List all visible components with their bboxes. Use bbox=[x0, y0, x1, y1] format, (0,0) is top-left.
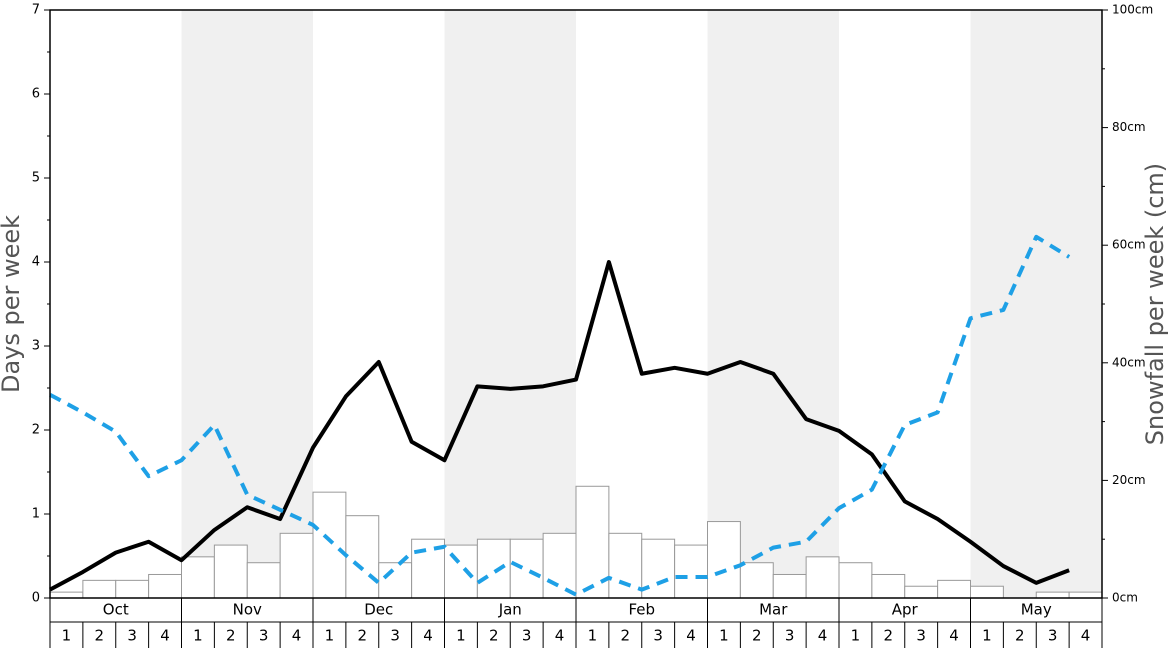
month-shade bbox=[181, 10, 313, 598]
x-tick-label: 2 bbox=[752, 627, 762, 645]
y2-tick-label: 0cm bbox=[1112, 591, 1138, 605]
x-tick-label: 3 bbox=[1048, 627, 1058, 645]
month-shade bbox=[444, 10, 576, 598]
month-label: Feb bbox=[628, 601, 655, 619]
x-tick-label: 1 bbox=[719, 627, 729, 645]
x-tick-label: 4 bbox=[818, 627, 828, 645]
x-tick-label: 4 bbox=[555, 627, 565, 645]
bar bbox=[904, 585, 939, 599]
bar bbox=[148, 573, 182, 599]
x-tick-label: 4 bbox=[949, 627, 959, 645]
bar bbox=[509, 538, 544, 599]
x-tick-label: 1 bbox=[62, 627, 72, 645]
bar bbox=[608, 532, 643, 599]
x-tick-label: 3 bbox=[653, 627, 663, 645]
y-tick-label: 3 bbox=[32, 339, 40, 354]
month-label: Apr bbox=[892, 601, 919, 619]
bar bbox=[82, 579, 117, 599]
x-tick-label: 2 bbox=[358, 627, 368, 645]
month-label: Dec bbox=[364, 601, 393, 619]
y2-tick-label: 80cm bbox=[1112, 120, 1146, 134]
x-tick-label: 3 bbox=[259, 627, 269, 645]
y2-tick-label: 100cm bbox=[1112, 3, 1153, 17]
bar bbox=[444, 544, 478, 599]
x-tick-label: 1 bbox=[982, 627, 992, 645]
month-label: Oct bbox=[103, 601, 129, 619]
bar bbox=[739, 562, 774, 599]
y-tick-label: 2 bbox=[32, 423, 40, 438]
x-tick-label: 2 bbox=[489, 627, 499, 645]
bar bbox=[279, 532, 314, 599]
x-tick-label: 3 bbox=[785, 627, 795, 645]
x-tick-label: 3 bbox=[916, 627, 926, 645]
y-axis-title: Days per week bbox=[0, 215, 25, 393]
x-tick-label: 2 bbox=[621, 627, 631, 645]
bar bbox=[970, 585, 1004, 599]
month-label: Jan bbox=[498, 601, 522, 619]
bar bbox=[838, 562, 873, 599]
bar bbox=[246, 562, 281, 599]
line bbox=[49, 260, 1070, 592]
month-shade bbox=[970, 10, 1102, 598]
bar bbox=[937, 579, 971, 599]
x-tick-label: 3 bbox=[127, 627, 137, 645]
x-tick-label: 2 bbox=[884, 627, 894, 645]
x-tick-label: 1 bbox=[851, 627, 861, 645]
y-tick-label: 4 bbox=[32, 255, 40, 270]
y2-tick-label: 60cm bbox=[1112, 238, 1146, 252]
x-tick-label: 2 bbox=[226, 627, 236, 645]
x-tick-label: 4 bbox=[160, 627, 170, 645]
x-tick-label: 4 bbox=[1081, 627, 1091, 645]
bar bbox=[115, 579, 150, 599]
bar bbox=[674, 544, 708, 599]
y2-axis-title: Snowfall per week (cm) bbox=[1141, 163, 1168, 445]
x-tick-label: 2 bbox=[1015, 627, 1025, 645]
x-tick-label: 4 bbox=[292, 627, 302, 645]
y-tick-label: 7 bbox=[32, 3, 40, 18]
bar bbox=[213, 544, 248, 599]
month-label: May bbox=[1021, 601, 1052, 619]
bar bbox=[1035, 591, 1070, 599]
x-tick-label: 4 bbox=[686, 627, 696, 645]
bar bbox=[181, 556, 215, 599]
x-tick-label: 4 bbox=[423, 627, 433, 645]
y-tick-label: 6 bbox=[32, 87, 40, 102]
x-tick-label: 1 bbox=[456, 627, 466, 645]
x-tick-label: 3 bbox=[522, 627, 532, 645]
x-tick-label: 3 bbox=[390, 627, 400, 645]
y-tick-label: 5 bbox=[32, 171, 40, 186]
y2-tick-label: 20cm bbox=[1112, 473, 1146, 487]
y-tick-label: 0 bbox=[32, 591, 40, 606]
bar bbox=[707, 521, 741, 599]
x-tick-label: 1 bbox=[588, 627, 598, 645]
month-label: Nov bbox=[233, 601, 262, 619]
bar bbox=[805, 556, 840, 599]
bar bbox=[871, 573, 906, 599]
month-label: Mar bbox=[759, 601, 788, 619]
bar bbox=[476, 538, 511, 599]
y-tick-label: 1 bbox=[32, 507, 40, 522]
month-shade bbox=[707, 10, 839, 598]
x-tick-label: 1 bbox=[325, 627, 335, 645]
line bbox=[49, 234, 1071, 597]
bar bbox=[542, 532, 577, 599]
bar bbox=[1068, 591, 1103, 599]
bar bbox=[772, 573, 807, 599]
x-tick-label: 1 bbox=[193, 627, 203, 645]
bar bbox=[345, 515, 380, 599]
bar bbox=[378, 562, 413, 599]
x-tick-label: 2 bbox=[95, 627, 105, 645]
bar bbox=[49, 591, 84, 599]
y2-tick-label: 40cm bbox=[1112, 355, 1146, 369]
bar bbox=[312, 491, 347, 599]
